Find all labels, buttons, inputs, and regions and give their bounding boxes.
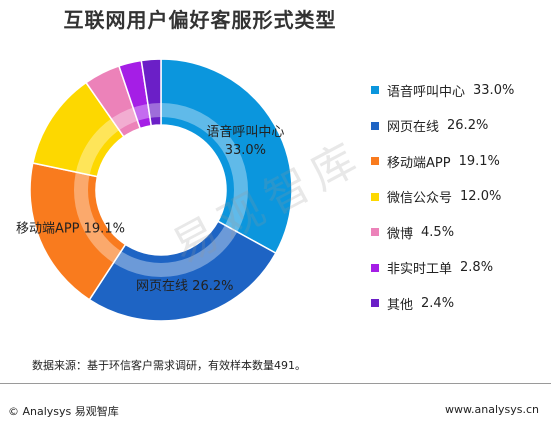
legend-swatch xyxy=(371,157,379,165)
legend-label: 网页在线 xyxy=(387,120,440,135)
pie-slice xyxy=(29,162,127,301)
legend-value: 4.5% xyxy=(421,224,455,240)
legend-item: 非实时工单 2.8% xyxy=(371,258,546,278)
footer-url: www.analysys.cn xyxy=(445,403,539,416)
legend-swatch xyxy=(371,121,379,130)
legend-label: 移动端APP xyxy=(387,155,451,171)
pie-slice xyxy=(88,220,277,322)
legend-label: 微信公众号 xyxy=(387,191,453,206)
legend-swatch xyxy=(371,263,379,272)
legend-label: 非实时工单 xyxy=(387,262,453,277)
legend-item: 语音呼叫中心 33.0% xyxy=(371,80,546,100)
legend-swatch xyxy=(371,86,379,94)
data-label-value: 33.0% xyxy=(225,143,266,158)
legend-value: 2.4% xyxy=(421,295,455,311)
legend-value: 33.0% xyxy=(473,82,515,98)
legend-swatch xyxy=(371,192,379,201)
legend-value: 12.0% xyxy=(460,189,502,204)
legend-value: 2.8% xyxy=(460,260,494,275)
legend-item: 微博 4.5% xyxy=(371,222,546,242)
footer-divider xyxy=(0,383,551,384)
data-label: 移动端APP 19.1% xyxy=(16,222,125,237)
legend-label: 语音呼叫中心 xyxy=(387,84,466,100)
legend-item: 网页在线 26.2% xyxy=(371,116,546,136)
data-label: 网页在线 26.2% xyxy=(136,279,233,294)
pie-slice xyxy=(160,58,293,255)
legend-item: 微信公众号 12.0% xyxy=(371,187,546,207)
legend-value: 19.1% xyxy=(458,153,500,169)
pie-slice xyxy=(140,58,162,127)
data-label-category: 语音呼叫中心 xyxy=(206,124,284,140)
legend-value: 26.2% xyxy=(447,118,489,133)
donut-highlight-ring xyxy=(74,103,248,277)
legend-item: 移动端APP 19.1% xyxy=(371,151,546,171)
data-source-note: 数据来源：基于环信客户需求调研，有效样本数量491。 xyxy=(32,359,306,372)
legend-swatch xyxy=(371,228,379,236)
legend-label: 其他 xyxy=(387,297,414,313)
legend-swatch xyxy=(371,299,379,307)
footer-brand: © Analysys 易观智库 xyxy=(8,405,119,418)
legend-label: 微博 xyxy=(387,226,414,242)
chart-title: 互联网用户偏好客服形式类型 xyxy=(63,8,337,32)
legend-item: 其他 2.4% xyxy=(371,293,546,313)
